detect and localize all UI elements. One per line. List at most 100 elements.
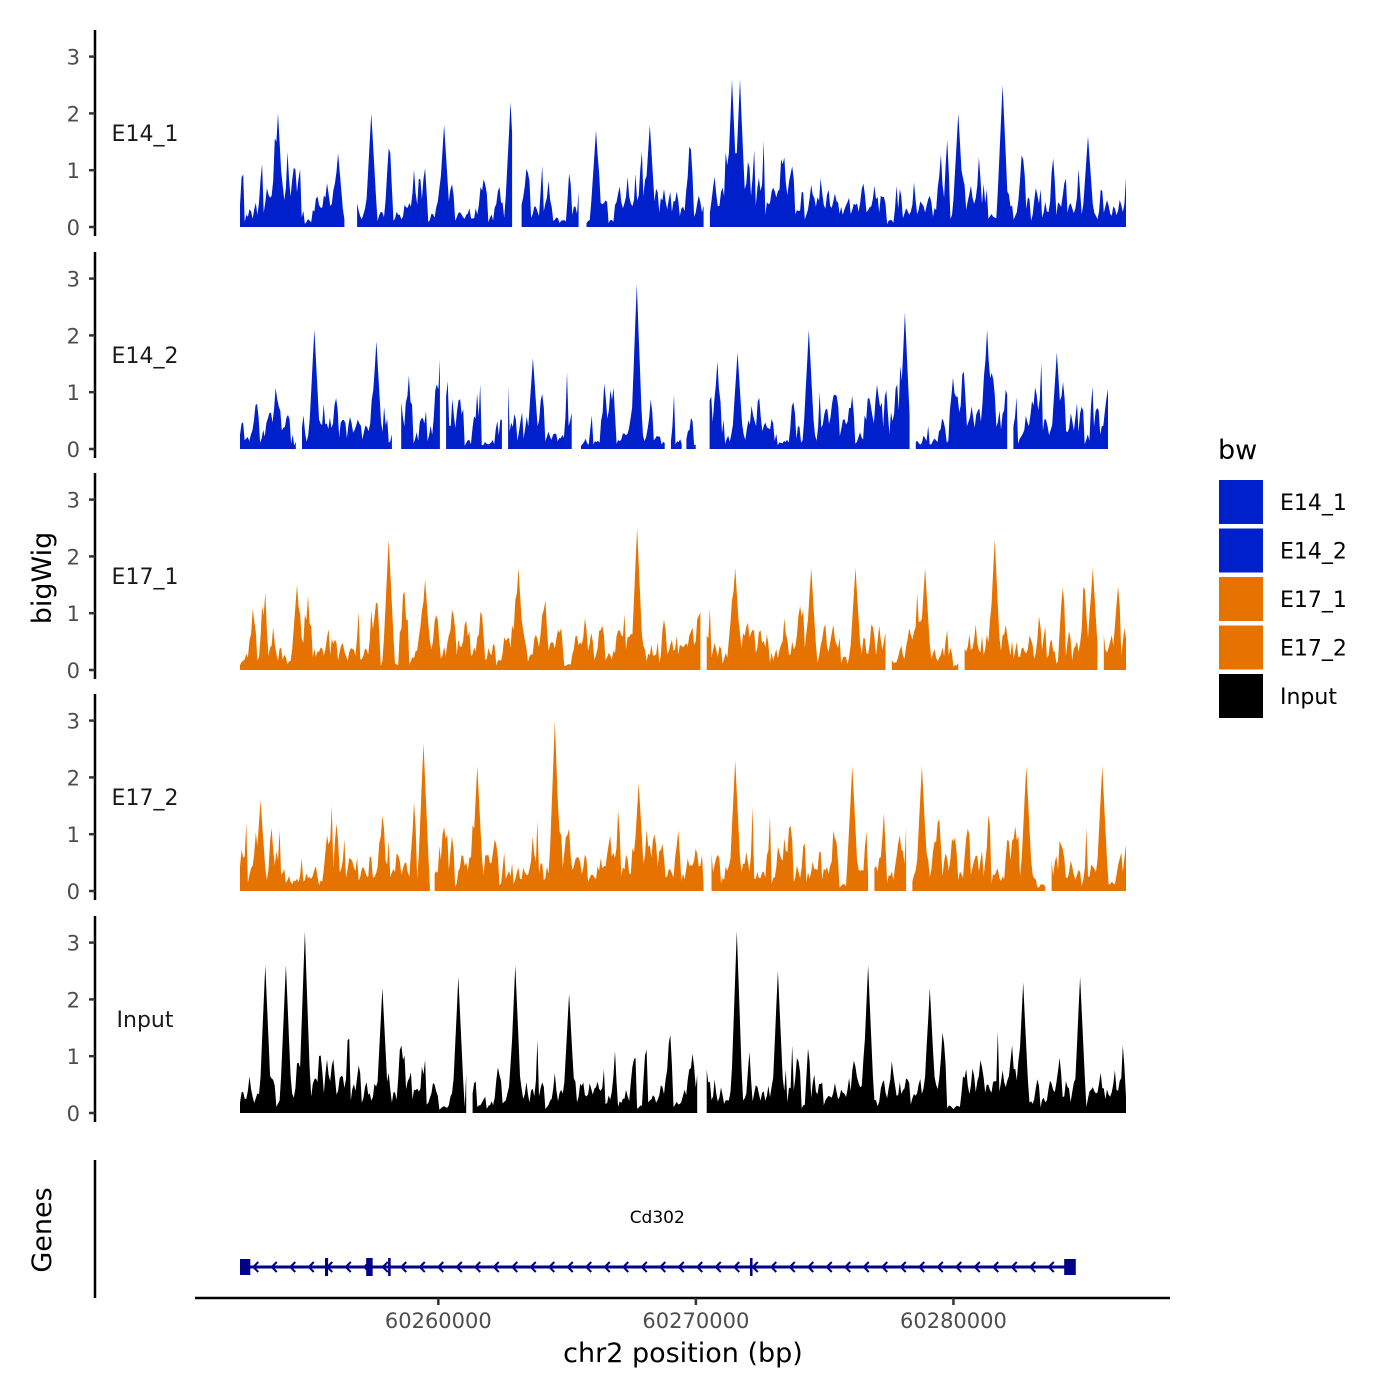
y-tick-label: 1 <box>67 602 80 626</box>
coverage-area <box>670 394 682 449</box>
coverage-area <box>240 743 430 891</box>
x-axis-title: chr2 position (bp) <box>563 1338 803 1369</box>
coverage-area <box>1013 352 1108 449</box>
track-label: Input <box>117 1008 174 1033</box>
coverage-area <box>706 567 886 670</box>
x-tick-label: 60260000 <box>385 1309 492 1333</box>
strand-arrow <box>640 1261 648 1273</box>
strand-arrow <box>991 1261 999 1273</box>
strand-arrow <box>917 1261 925 1273</box>
y-tick-label: 2 <box>67 766 80 790</box>
coverage-area <box>586 124 704 227</box>
strand-arrow <box>584 1261 592 1273</box>
gene-exon <box>388 1258 391 1276</box>
strand-arrow <box>880 1261 888 1273</box>
coverage-area <box>709 79 1126 227</box>
strand-arrow <box>381 1261 389 1273</box>
coverage-area <box>472 965 698 1113</box>
strand-arrow <box>732 1261 740 1273</box>
coverage-area <box>521 165 579 227</box>
coverage-area <box>240 528 701 670</box>
legend-label-E14_2: E14_2 <box>1280 540 1347 565</box>
coverage-area <box>357 102 513 227</box>
strand-arrow <box>436 1261 444 1273</box>
track-label: E17_1 <box>112 565 179 590</box>
strand-arrow <box>936 1261 944 1273</box>
strand-arrow <box>788 1261 796 1273</box>
strand-arrow <box>769 1261 777 1273</box>
strand-arrow <box>529 1261 537 1273</box>
coverage-area <box>508 358 572 449</box>
strand-arrow <box>1010 1261 1018 1273</box>
track-Input: 0 1 2 3 Input <box>67 916 1126 1126</box>
legend-title: bw <box>1218 435 1257 466</box>
y-tick-label: 3 <box>67 489 80 513</box>
coverage-area <box>581 284 665 449</box>
coverage-area <box>240 931 467 1113</box>
strand-arrow <box>566 1261 574 1273</box>
strand-arrow <box>603 1261 611 1273</box>
track-E17_2: 0 1 2 3 E17_2 <box>67 694 1126 904</box>
strand-arrow <box>510 1261 518 1273</box>
y-tick-label: 0 <box>67 1102 80 1126</box>
strand-arrow <box>899 1261 907 1273</box>
strand-arrow <box>547 1261 555 1273</box>
track-E17_1: 0 1 2 3 E17_1 <box>67 473 1126 683</box>
coverage-area <box>302 329 392 449</box>
strand-arrow <box>418 1261 426 1273</box>
legend-swatch-Input <box>1219 674 1263 718</box>
coverage-area <box>434 720 704 891</box>
legend: bw E14_1 E14_2 E17_1 E17_2 Input <box>1218 435 1347 718</box>
strand-arrow <box>714 1261 722 1273</box>
strand-arrow <box>399 1261 407 1273</box>
y-tick-label: 0 <box>67 880 80 904</box>
strand-arrow <box>677 1261 685 1273</box>
track-E14_1: 0 1 2 3 E14_1 <box>67 30 1126 240</box>
y-tick-label: 0 <box>67 438 80 462</box>
coverage-area <box>912 766 1046 891</box>
y-tick-label: 3 <box>67 710 80 734</box>
strand-arrow <box>843 1261 851 1273</box>
legend-label-E17_2: E17_2 <box>1280 637 1347 662</box>
strand-arrow <box>344 1261 352 1273</box>
strand-arrow <box>1047 1261 1055 1273</box>
legend-label-E14_1: E14_1 <box>1280 491 1347 516</box>
coverage-tracks: 0 1 2 3 E14_1 0 1 2 3 E14_2 0 1 2 3 E17_1 0 1 2 3 E17_2 0 1 2 3… <box>67 30 1126 1126</box>
coverage-area <box>891 567 959 670</box>
legend-label-Input: Input <box>1280 685 1337 710</box>
track-label: E14_1 <box>112 122 179 147</box>
strand-arrow <box>1028 1261 1036 1273</box>
strand-arrow <box>973 1261 981 1273</box>
strand-arrow <box>473 1261 481 1273</box>
x-tick-label: 60270000 <box>642 1309 749 1333</box>
gene-exon <box>240 1259 251 1275</box>
y-tick-label: 2 <box>67 102 80 126</box>
genes-axis-title: Genes <box>27 1187 58 1272</box>
coverage-area <box>686 417 696 449</box>
strand-arrow <box>954 1261 962 1273</box>
gene-exon <box>1064 1259 1076 1275</box>
coverage-area <box>1103 586 1126 670</box>
y-tick-label: 3 <box>67 46 80 70</box>
strand-arrow <box>492 1261 500 1273</box>
track-label: E14_2 <box>112 344 179 369</box>
y-tick-label: 1 <box>67 1045 80 1069</box>
y-tick-label: 1 <box>67 159 80 183</box>
strand-arrow <box>862 1261 870 1273</box>
strand-arrow <box>658 1261 666 1273</box>
strand-arrow <box>251 1261 259 1273</box>
coverage-area <box>915 329 1008 449</box>
legend-swatch-E17_1 <box>1219 577 1263 621</box>
y-tick-label: 2 <box>67 545 80 569</box>
gene-label: Cd302 <box>630 1208 685 1228</box>
coverage-area <box>711 760 869 891</box>
gene-Cd302: Cd302 <box>240 1208 1076 1276</box>
legend-swatch-E14_1 <box>1219 480 1263 524</box>
y-tick-label: 0 <box>67 216 80 240</box>
strand-arrow <box>288 1261 296 1273</box>
strand-arrow <box>307 1261 315 1273</box>
coverage-area <box>401 359 440 449</box>
genes-track: Cd302 <box>93 1160 1076 1298</box>
y-tick-label: 2 <box>67 324 80 348</box>
